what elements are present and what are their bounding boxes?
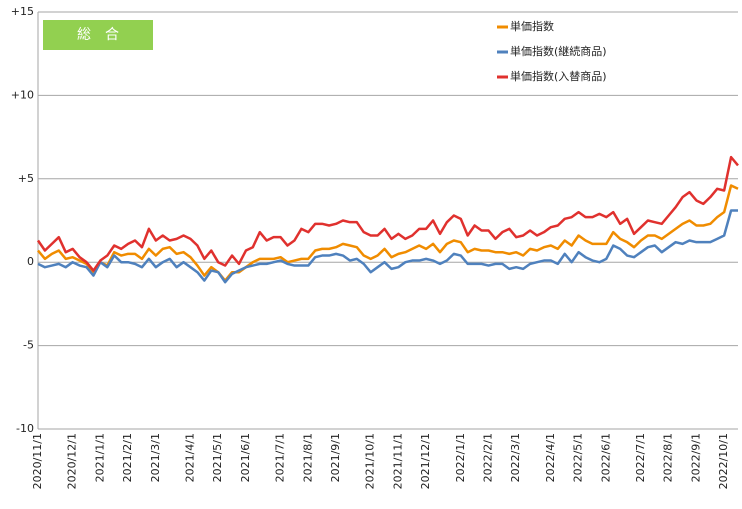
x-tick-label: 2021/7/1 — [274, 433, 287, 482]
x-tick-label: 2021/5/1 — [211, 433, 224, 482]
legend-label: 単価指数 — [510, 19, 554, 33]
x-tick-label: 2021/2/1 — [121, 433, 134, 482]
x-tick-label: 2021/8/1 — [301, 433, 314, 482]
y-tick-label: 0 — [27, 255, 34, 268]
x-tick-label: 2021/9/1 — [329, 433, 342, 482]
x-tick-label: 2020/12/1 — [66, 433, 79, 489]
x-tick-label: 2022/5/1 — [572, 433, 585, 482]
y-tick-label: +15 — [11, 5, 34, 18]
x-tick-label: 2022/6/1 — [599, 433, 612, 482]
x-tick-label: 2021/10/1 — [364, 433, 377, 489]
x-tick-label: 2021/4/1 — [183, 433, 196, 482]
x-tick-label: 2022/1/1 — [454, 433, 467, 482]
series-line — [37, 209, 738, 284]
x-tick-label: 2021/12/1 — [419, 433, 432, 489]
x-tick-label: 2022/9/1 — [689, 433, 702, 482]
y-tick-label: -10 — [16, 422, 34, 435]
annotation: 総 合 — [77, 27, 119, 43]
legend-label: 単価指数(入替商品) — [510, 69, 607, 83]
x-tick-label: 2021/3/1 — [149, 433, 162, 482]
x-tick-label: 2022/8/1 — [662, 433, 675, 482]
x-tick-label: 2022/2/1 — [481, 433, 494, 482]
legend-label: 単価指数(継続商品) — [510, 44, 607, 58]
x-tick-label: 2021/6/1 — [239, 433, 252, 482]
x-tick-label: 2021/1/1 — [93, 433, 106, 482]
x-tick-label: 2020/11/1 — [31, 433, 44, 489]
series-line — [36, 155, 739, 272]
y-tick-label: -5 — [23, 339, 34, 352]
x-tick-label: 2022/10/1 — [717, 433, 730, 489]
x-tick-label: 2022/4/1 — [544, 433, 557, 482]
x-tick-label: 2021/11/1 — [391, 433, 404, 489]
x-tick-label: 2022/7/1 — [634, 433, 647, 482]
y-tick-label: +5 — [18, 172, 34, 185]
y-tick-label: +10 — [11, 88, 34, 101]
series-line — [37, 184, 739, 282]
annotation-box — [43, 20, 153, 50]
x-tick-label: 2022/3/1 — [509, 433, 522, 482]
